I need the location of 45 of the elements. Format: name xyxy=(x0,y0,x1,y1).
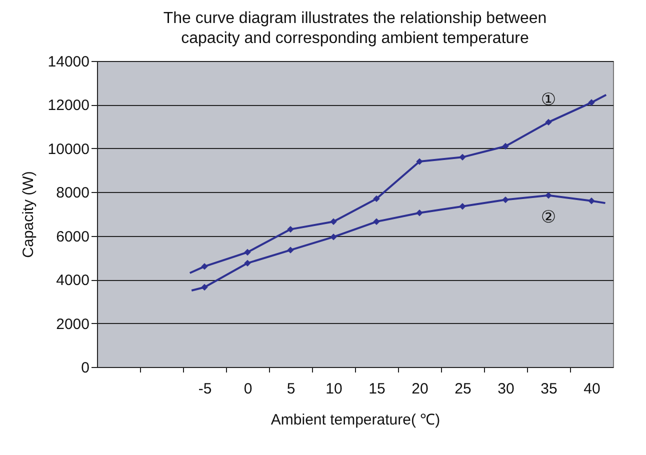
y-tick-label: 8000 xyxy=(56,184,90,202)
point xyxy=(416,158,423,165)
point xyxy=(201,284,208,291)
point xyxy=(287,226,294,233)
point xyxy=(502,196,509,204)
x-tick-label: 25 xyxy=(454,380,472,398)
point xyxy=(244,248,251,256)
series-label: ② xyxy=(540,207,556,228)
x-tick-label: 15 xyxy=(368,380,386,398)
point xyxy=(330,234,337,240)
point xyxy=(545,118,552,126)
y-tick-label: 0 xyxy=(81,360,90,376)
y-tick-label: 14000 xyxy=(48,54,90,70)
point xyxy=(416,210,423,216)
point xyxy=(588,198,595,204)
point xyxy=(459,202,466,210)
y-tick-label: 2000 xyxy=(56,316,90,333)
point xyxy=(287,246,294,254)
point xyxy=(201,263,208,270)
point xyxy=(373,195,380,202)
point xyxy=(459,154,466,161)
point xyxy=(502,142,509,150)
y-tick-label: 4000 xyxy=(56,272,90,290)
x-tick-label: 30 xyxy=(498,380,514,398)
chart-title: The curve diagram illustrates the relationship between capacity and corresponding ambient temperature xyxy=(163,10,547,47)
point xyxy=(244,260,251,267)
point xyxy=(588,99,595,106)
line-series xyxy=(188,94,608,274)
y-tick-label: 10000 xyxy=(48,140,90,158)
point xyxy=(330,218,337,226)
x-tick-label: 10 xyxy=(326,380,342,398)
point xyxy=(373,218,380,226)
x-axis-title: Ambient temperature( ℃) xyxy=(270,412,440,428)
x-tick-label: 5 xyxy=(286,380,296,398)
x-tick-label: -5 xyxy=(198,380,212,398)
y-tick-label: 6000 xyxy=(56,228,90,246)
x-tick-label: 35 xyxy=(540,380,558,398)
y-tick-label: 12000 xyxy=(48,97,90,114)
series-label: ① xyxy=(540,90,556,110)
line-series xyxy=(190,192,606,292)
x-tick-label: 40 xyxy=(584,380,600,398)
y-axis-title: Capacity (W) xyxy=(20,171,37,258)
x-tick-label: 20 xyxy=(412,380,428,398)
point xyxy=(545,192,552,199)
x-tick-label: 0 xyxy=(244,380,252,398)
